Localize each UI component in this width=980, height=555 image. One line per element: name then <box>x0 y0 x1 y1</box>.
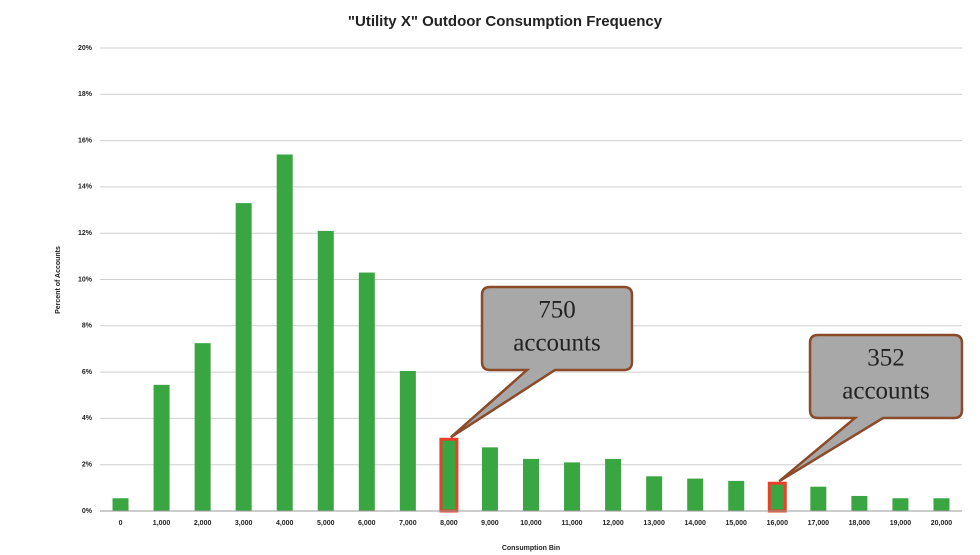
x-axis-label: Consumption Bin <box>502 545 560 552</box>
bar <box>687 478 704 511</box>
x-tick-label: 4,000 <box>276 520 294 527</box>
y-tick-label: 20% <box>78 45 93 52</box>
x-tick-label: 1,000 <box>153 520 171 527</box>
callout <box>778 333 964 483</box>
bar <box>481 447 498 511</box>
x-tick-label: 0 <box>119 520 123 527</box>
x-tick-label: 5,000 <box>317 520 335 527</box>
y-tick-label: 0% <box>82 508 93 515</box>
chart-title: "Utility X" Outdoor Consumption Frequenc… <box>348 13 663 30</box>
bar <box>851 495 868 511</box>
bar <box>523 458 539 511</box>
y-tick-label: 6% <box>82 369 93 376</box>
x-tick-label: 17,000 <box>808 520 830 527</box>
y-axis-label: Percent of Accounts <box>55 246 62 314</box>
bar <box>892 498 909 511</box>
x-tick-label: 13,000 <box>643 520 665 527</box>
y-tick-label: 10% <box>78 276 93 283</box>
x-tick-label: 14,000 <box>684 520 706 527</box>
bar <box>235 203 252 512</box>
callout <box>450 285 634 439</box>
x-tick-label: 12,000 <box>602 520 624 527</box>
y-tick-label: 12% <box>78 230 93 237</box>
bar <box>194 343 211 511</box>
bar <box>399 370 416 511</box>
x-tick-label: 18,000 <box>849 520 871 527</box>
x-tick-label: 16,000 <box>767 520 789 527</box>
callout-text: accounts <box>513 330 600 357</box>
bar <box>153 384 170 511</box>
bar <box>728 480 745 511</box>
x-tick-label: 7,000 <box>399 520 417 527</box>
y-tick-label: 2% <box>82 462 93 469</box>
x-tick-label: 2,000 <box>194 520 212 527</box>
bar <box>564 462 581 511</box>
x-tick-label: 10,000 <box>520 520 542 527</box>
x-tick-label: 8,000 <box>440 520 458 527</box>
bar <box>605 458 622 511</box>
bar <box>646 476 663 511</box>
callout-text: accounts <box>842 378 929 405</box>
bar <box>112 498 129 511</box>
x-tick-label: 9,000 <box>481 520 499 527</box>
bar <box>439 437 459 513</box>
x-tick-label: 6,000 <box>358 520 376 527</box>
bar <box>358 272 375 511</box>
bar <box>767 481 787 513</box>
bar <box>317 230 334 511</box>
y-tick-label: 16% <box>78 137 93 144</box>
bar <box>810 486 827 511</box>
y-tick-label: 4% <box>82 415 93 422</box>
bar <box>933 498 950 511</box>
y-tick-label: 14% <box>78 184 93 191</box>
x-tick-label: 3,000 <box>235 520 253 527</box>
callout-text: 352 <box>867 345 905 372</box>
x-tick-label: 20,000 <box>931 520 953 527</box>
bar <box>276 154 293 512</box>
y-tick-label: 8% <box>82 323 93 330</box>
x-tick-label: 11,000 <box>562 520 583 527</box>
x-tick-label: 15,000 <box>726 520 748 527</box>
y-tick-label: 18% <box>78 91 93 98</box>
x-tick-label: 19,000 <box>890 520 912 527</box>
callout-text: 750 <box>538 297 576 324</box>
